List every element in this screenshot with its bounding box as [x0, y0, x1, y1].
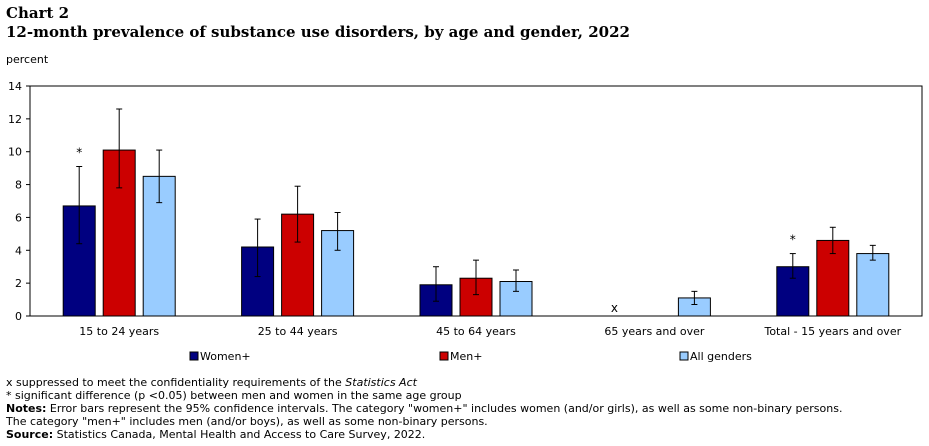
y-tick-label: 0: [15, 310, 22, 323]
legend-label: All genders: [690, 350, 752, 363]
legend-swatch: [189, 351, 199, 361]
chart-notes: x suppressed to meet the confidentiality…: [6, 376, 921, 441]
bar: [856, 253, 890, 317]
note-significant: * significant difference (p <0.05) betwe…: [6, 389, 462, 402]
y-axis-unit-label: percent: [6, 53, 49, 66]
x-tick-label: Total - 15 years and over: [763, 325, 901, 338]
note-men-category: The category "men+" includes men (and/or…: [6, 415, 488, 428]
y-tick-label: 14: [8, 80, 22, 93]
x-tick-label: 65 years and over: [604, 325, 704, 338]
x-tick-label: 45 to 64 years: [436, 325, 516, 338]
y-tick-label: 4: [15, 244, 22, 257]
note-error-bars: Notes: Error bars represent the 95% conf…: [6, 402, 843, 415]
x-tick-label: 15 to 24 years: [79, 325, 159, 338]
note-source: Source: Statistics Canada, Mental Health…: [6, 428, 426, 441]
y-tick-label: 6: [15, 211, 22, 224]
y-tick-label: 10: [8, 146, 22, 159]
suppressed-marker: x: [611, 301, 618, 315]
legend-swatch: [439, 351, 449, 361]
x-tick-label: 25 to 44 years: [258, 325, 338, 338]
y-tick-label: 8: [15, 179, 22, 192]
significance-marker: *: [76, 146, 82, 160]
legend-label: Women+: [200, 350, 251, 363]
note-suppressed: x suppressed to meet the confidentiality…: [6, 376, 417, 389]
chart-label: Chart 2: [6, 4, 70, 22]
legend-label: Men+: [450, 350, 482, 363]
significance-marker: *: [790, 233, 796, 247]
chart-title: 12-month prevalence of substance use dis…: [6, 23, 630, 41]
legend-swatch: [679, 351, 689, 361]
bar-chart: 0 2 4 6 8 10 12 14 15 to 24 years * 25 to 44 years…: [8, 80, 923, 363]
y-tick-label: 12: [8, 113, 22, 126]
y-tick-label: 2: [15, 277, 22, 290]
